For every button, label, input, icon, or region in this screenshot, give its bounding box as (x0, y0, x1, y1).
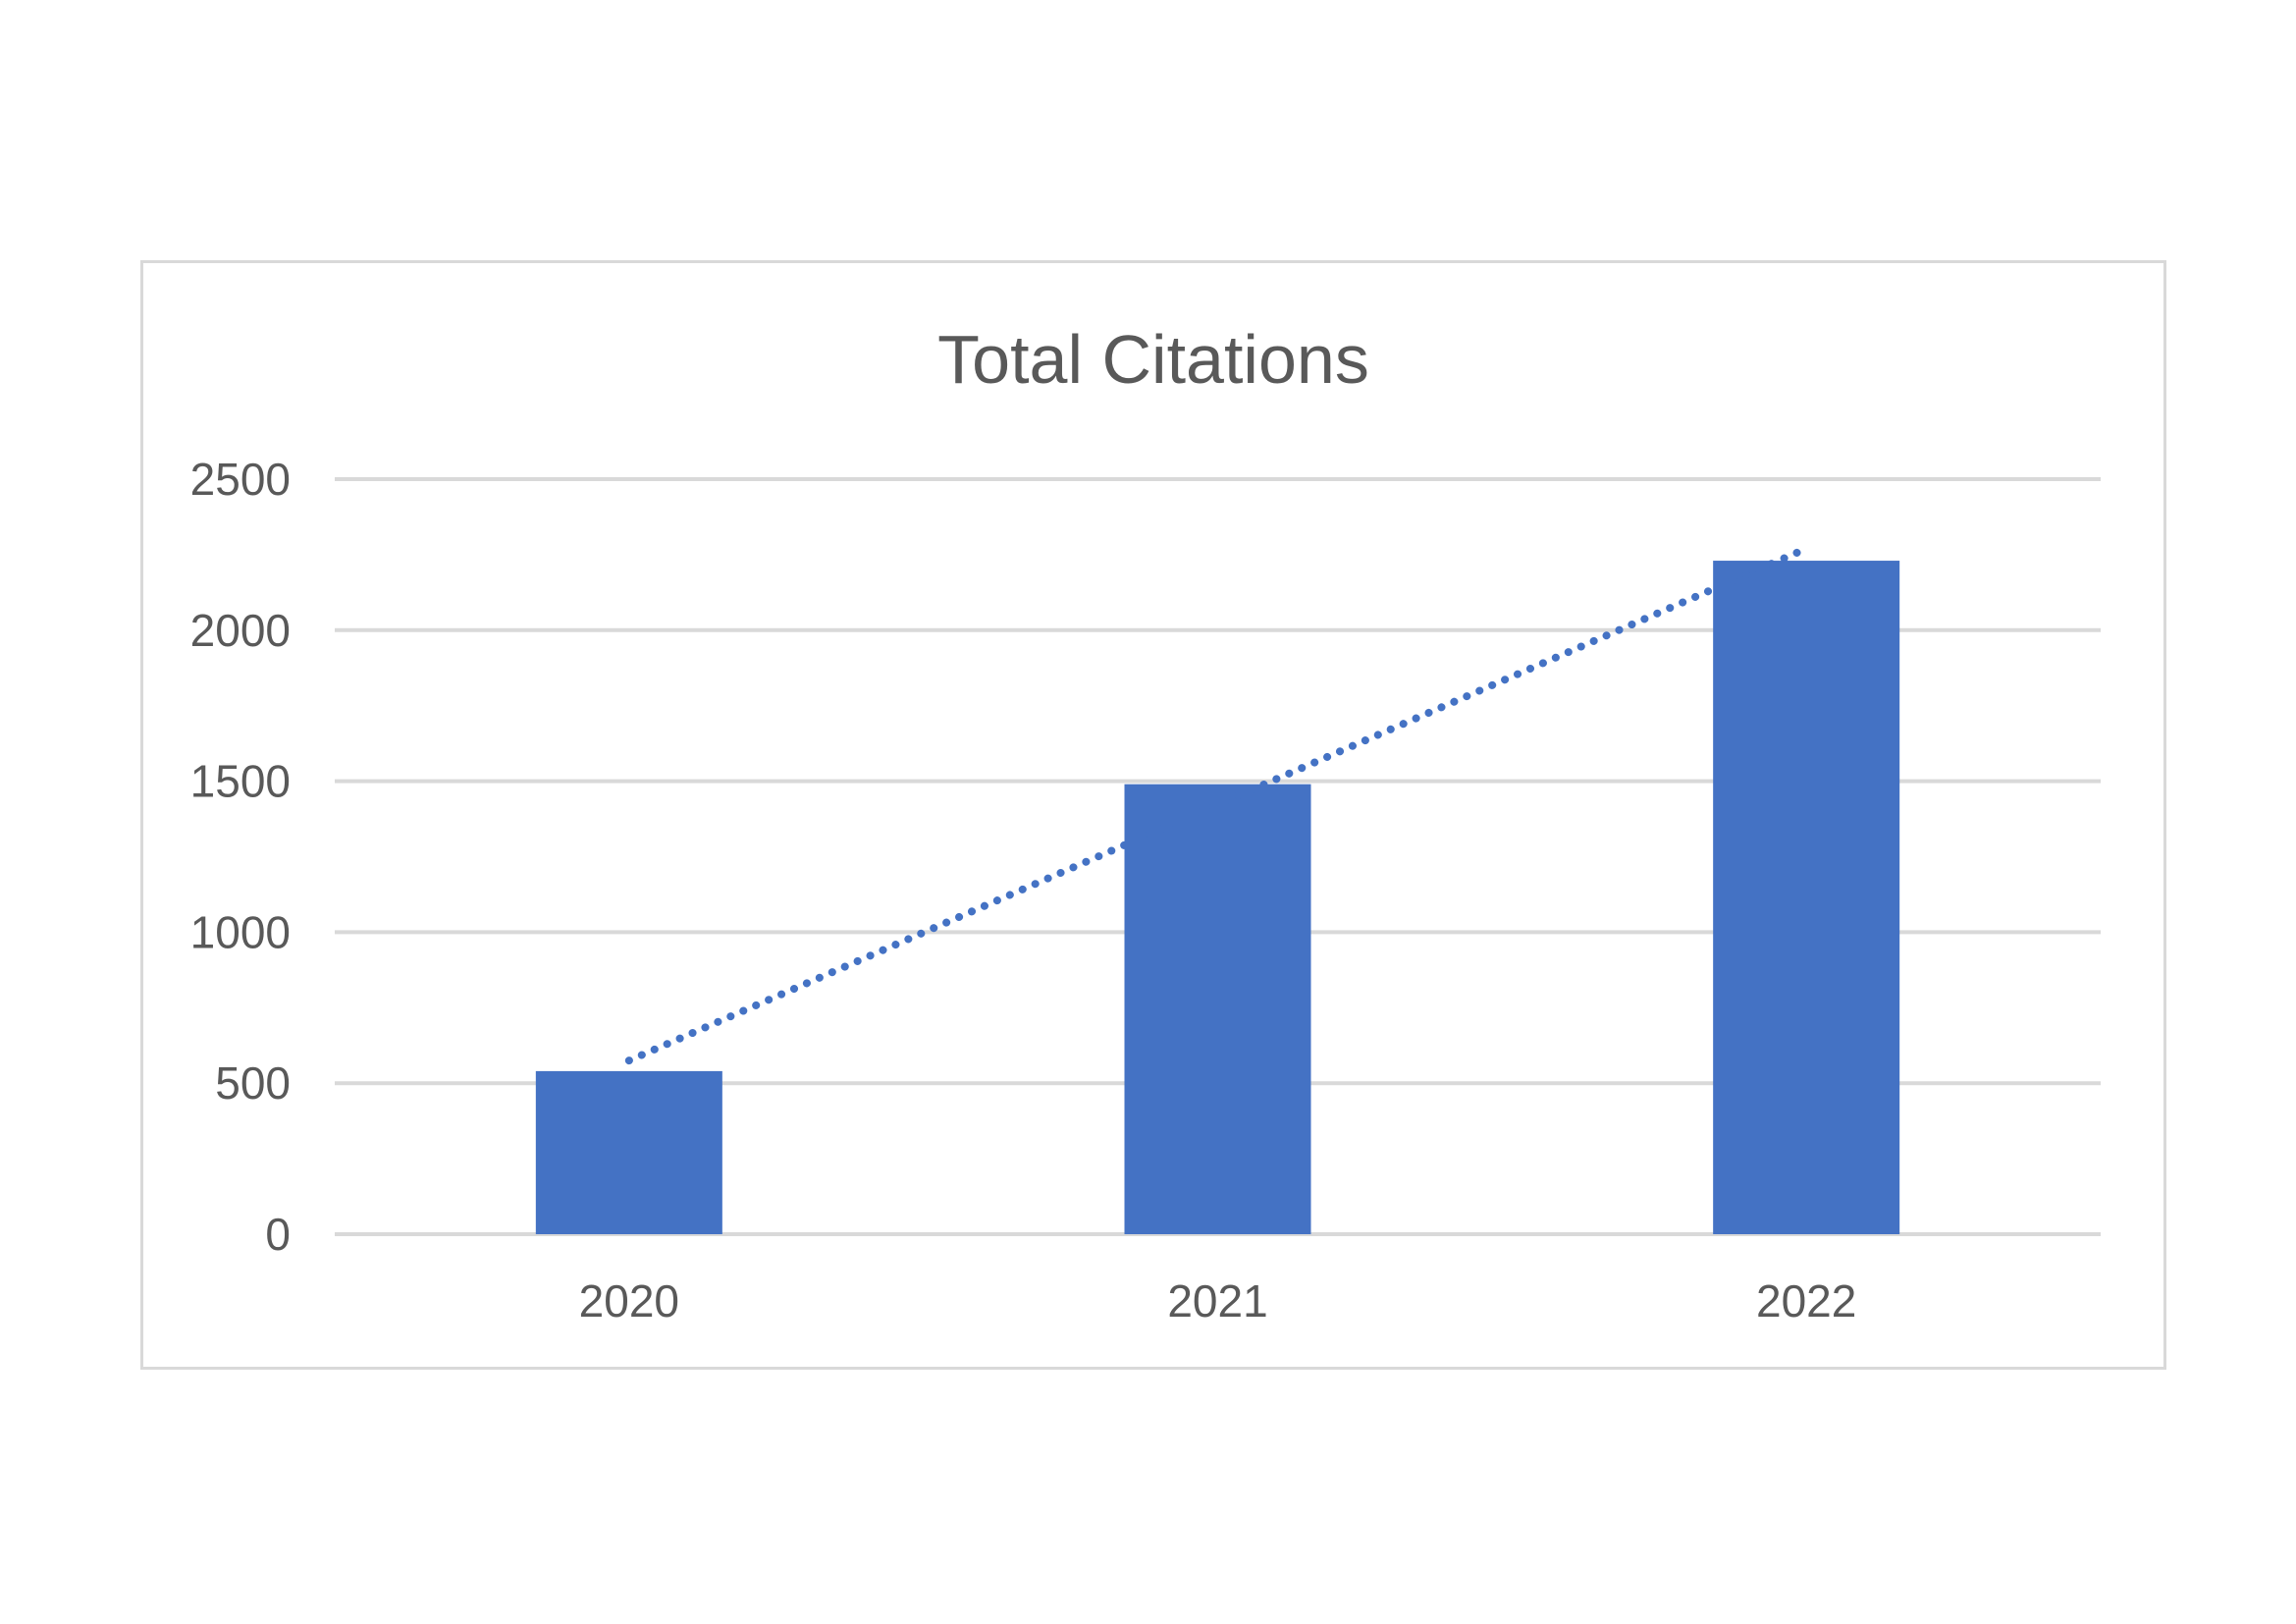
x-tick-label-2021: 2021 (1167, 1275, 1267, 1326)
y-tick-label-1000: 1000 (190, 906, 291, 957)
bar-2021 (1124, 784, 1311, 1234)
bar-2020 (535, 1070, 722, 1234)
x-tick-label-2022: 2022 (1756, 1275, 1856, 1326)
bar-2022 (1713, 561, 1900, 1234)
chart-frame: Total Citations 0 500 1000 1500 2000 2500 2020… (140, 260, 2166, 1370)
x-tick-label-2020: 2020 (579, 1275, 679, 1326)
y-tick-label-0: 0 (265, 1209, 291, 1260)
y-tick-label-500: 500 (215, 1057, 291, 1109)
y-tick-label-1500: 1500 (190, 756, 291, 807)
y-tick-label-2000: 2000 (190, 605, 291, 656)
chart-title: Total Citations (937, 321, 1369, 398)
plot-area: 0 500 1000 1500 2000 2500 2020 2021 2022 (190, 454, 2101, 1326)
y-tick-label-2500: 2500 (190, 454, 291, 505)
